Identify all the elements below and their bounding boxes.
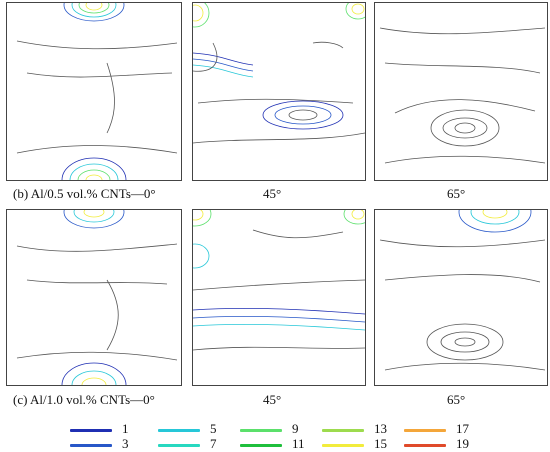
pole-figure-b-45 [192, 209, 366, 386]
contour-plot [379, 210, 546, 371]
contour-plot [379, 27, 546, 164]
legend-swatch [70, 429, 112, 432]
legend-label: 5 [210, 421, 217, 436]
caption-row-b-65: 65° [447, 186, 466, 201]
contour-plot [16, 3, 178, 180]
caption-row-c-65: 65° [447, 392, 466, 407]
legend-label: 7 [210, 436, 217, 451]
pole-figure-b-65 [374, 209, 548, 386]
caption-row-b-45: 45° [263, 186, 282, 201]
legend-label: 17 [456, 421, 469, 436]
legend-swatch [322, 444, 364, 447]
legend-label: 3 [122, 436, 129, 451]
legend-swatch [322, 429, 364, 432]
legend-swatch [404, 429, 446, 432]
pole-figure-b-0 [6, 209, 182, 386]
contour-plot [193, 3, 365, 144]
caption-row-c-45: 45° [263, 392, 282, 407]
legend-swatch [70, 444, 112, 447]
pole-figure-a-0 [6, 2, 182, 181]
legend-label: 11 [292, 436, 305, 451]
legend-label: 19 [456, 436, 469, 451]
legend-swatch [158, 429, 200, 432]
legend-label: 9 [292, 421, 299, 436]
contour-plot [16, 210, 178, 385]
caption-row-c-0: (c) Al/1.0 vol.% CNTs—0° [13, 392, 155, 407]
legend-label: 1 [122, 421, 129, 436]
pole-figure-a-65 [374, 2, 548, 181]
legend-swatch [404, 444, 446, 447]
legend-swatch [240, 429, 282, 432]
contour-plot [193, 210, 365, 351]
legend-label: 13 [374, 421, 387, 436]
legend-label: 15 [374, 436, 387, 451]
legend-swatch [240, 444, 282, 447]
pole-figure-a-45 [192, 2, 366, 181]
legend-swatch [158, 444, 200, 447]
caption-row-b-0: (b) Al/0.5 vol.% CNTs—0° [13, 186, 156, 201]
